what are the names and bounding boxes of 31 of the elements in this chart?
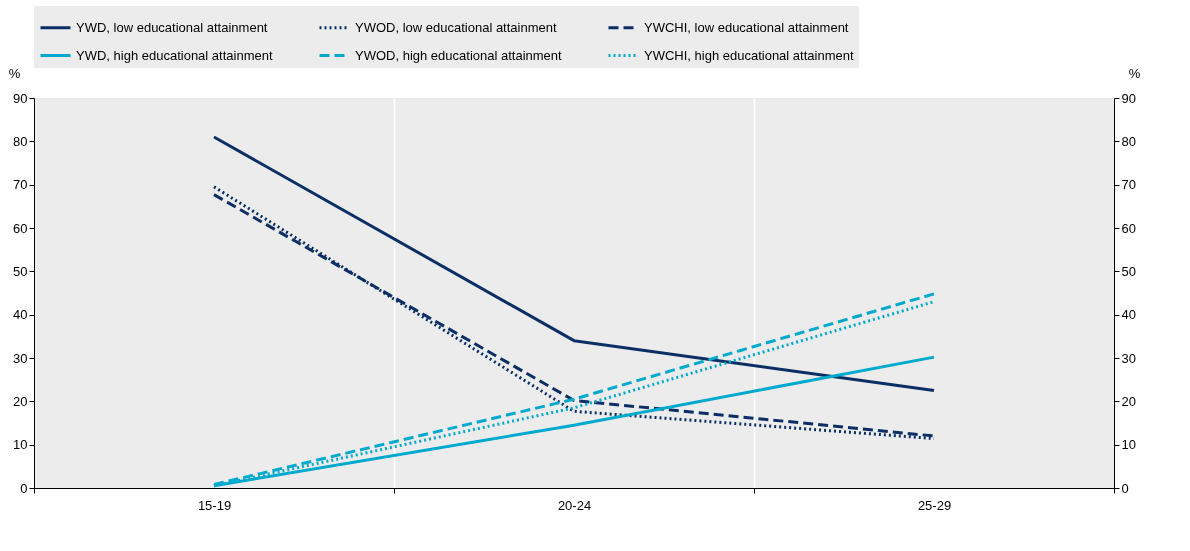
y2-tick-label: 10 [1121,437,1136,453]
y2-tick-label: 80 [1121,133,1136,149]
y-tick-label: 70 [13,177,28,193]
y2-tick-label: 70 [1121,177,1136,193]
legend-label: YWCHI, low educational attainment [644,19,849,35]
y-tick-label: 40 [13,307,28,323]
legend-label: YWD, low educational attainment [76,19,268,35]
y2-tick-label: 90 [1121,90,1136,106]
y-tick-label: 60 [13,220,28,236]
y-tick-label: 80 [13,133,28,149]
x-tick-label: 25-29 [917,497,952,513]
y-tick-label: 50 [13,263,28,279]
y-tick-label: 90 [13,90,28,106]
y2-tick-label: 50 [1121,263,1136,279]
x-tick-label: 20-24 [557,497,592,513]
y-axis-title: % [8,65,21,81]
y-tick-label: 0 [20,480,28,496]
y2-tick-label: 60 [1121,220,1136,236]
legend-label: YWOD, low educational attainment [355,19,557,35]
y2-tick-label: 40 [1121,307,1136,323]
y-tick-label: 10 [13,437,28,453]
y2-tick-label: 30 [1121,350,1136,366]
y-tick-label: 30 [13,350,28,366]
y2-tick-label: 0 [1121,480,1129,496]
y2-axis-title: % [1128,65,1141,81]
legend-label: YWOD, high educational attainment [355,47,563,63]
y-tick-label: 20 [13,393,28,409]
y2-tick-label: 20 [1121,393,1136,409]
legend-label: YWD, high educational attainment [76,47,273,63]
legend-label: YWCHI, high educational attainment [644,47,854,63]
x-tick-label: 15-19 [197,497,232,513]
